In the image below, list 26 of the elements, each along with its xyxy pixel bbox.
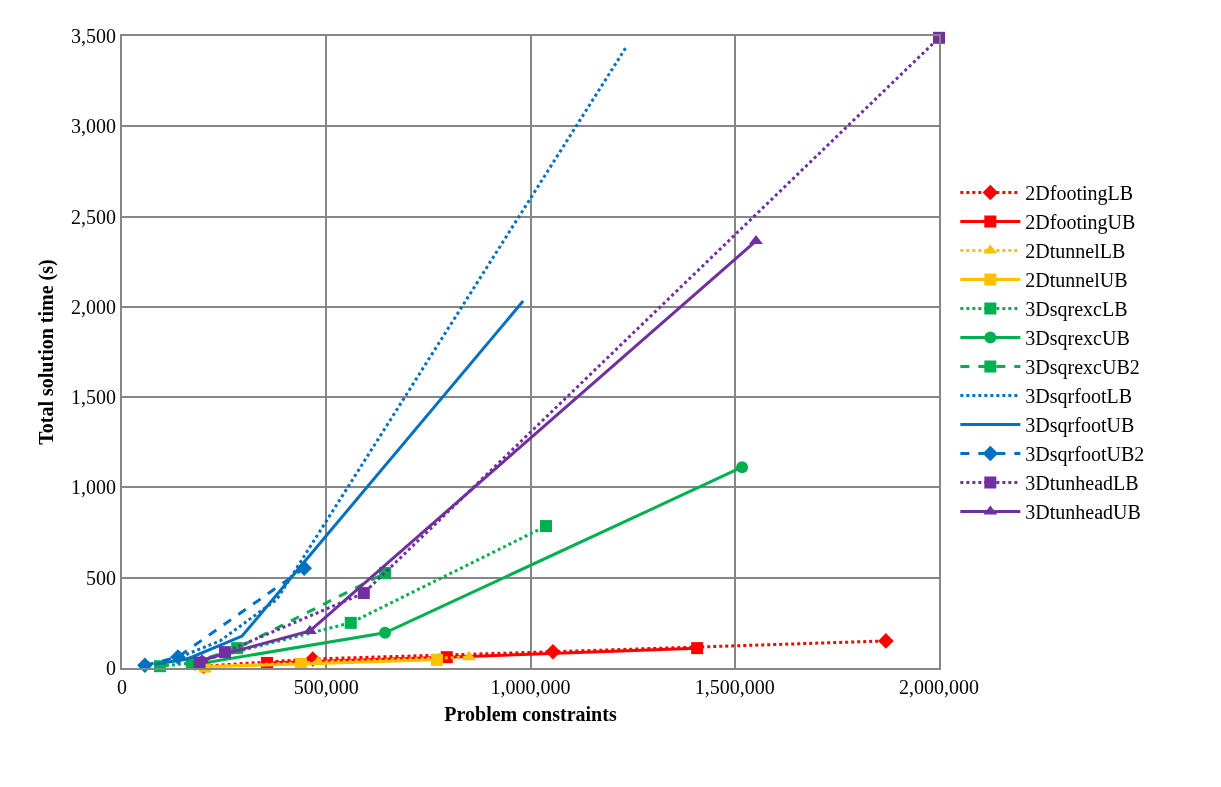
legend-label: 3DsqrexcLB (1025, 298, 1128, 322)
y-tick-label: 500 (86, 566, 116, 589)
y-tick-label: 2,000 (71, 295, 116, 318)
legend-label: 3DsqrexcUB (1025, 327, 1130, 351)
y-tick-label: 3,500 (71, 25, 116, 47)
y-tick-label: 1,000 (71, 476, 116, 499)
y-tick-label: 1,500 (71, 386, 116, 409)
legend-label: 3DtunheadLB (1025, 472, 1139, 495)
x-tick-label: 2,000,000 (899, 676, 979, 698)
legend-label: 3DsqrfootUB (1025, 414, 1135, 438)
x-tick-label: 500,000 (293, 676, 359, 698)
y-tick-label: 0 (106, 657, 116, 679)
legend-label: 3DsqrfootUB2 (1025, 443, 1145, 467)
y-tick-label: 3,000 (71, 115, 116, 138)
legend-label: 2DfootingLB (1025, 182, 1134, 206)
legend-label: 2DtunnelUB (1025, 269, 1128, 292)
y-tick-label: 2,500 (71, 205, 116, 228)
x-axis-title: Problem constraints (444, 703, 617, 725)
legend-label: 3DsqrfootLB (1025, 385, 1133, 409)
legend-label: 2DfootingUB (1025, 211, 1136, 235)
x-tick-label: 1,000,000 (490, 676, 571, 698)
legend-label: 2DtunnelLB (1025, 240, 1126, 263)
x-tick-label: 1,500,000 (694, 676, 775, 698)
legend-label: 3DtunheadUB (1025, 501, 1141, 524)
y-axis-title: Total solution time (s) (35, 259, 58, 445)
legend-label: 3DsqrexcUB2 (1025, 356, 1140, 380)
